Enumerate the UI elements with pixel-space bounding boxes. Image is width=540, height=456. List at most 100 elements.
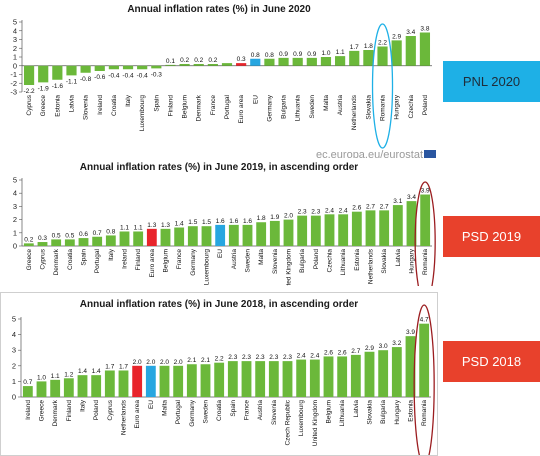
category-label-estonia: Estonia <box>354 249 361 271</box>
bar-portugal <box>221 63 233 66</box>
value-label-luxembourg: 1.5 <box>202 219 211 226</box>
bar-luxembourg <box>201 226 212 246</box>
value-label-ireland: 1.1 <box>120 224 129 231</box>
chart-panel-2020: Annual inflation rates (%) in June 2020 -… <box>0 0 438 156</box>
bar-spain <box>78 238 89 246</box>
bar-belgium <box>160 228 171 246</box>
category-label-portugal: Portugal <box>175 399 182 424</box>
value-label-eu: 1.6 <box>216 218 225 225</box>
category-label-romania: Romania <box>380 95 387 121</box>
bar-latvia <box>392 205 403 246</box>
category-label-poland: Poland <box>422 95 429 116</box>
bar-malta <box>159 365 170 397</box>
value-label-denmark: 0.2 <box>194 57 203 64</box>
bar-cyprus <box>104 370 115 397</box>
bar-croatia <box>64 239 75 246</box>
category-label-poland: Poland <box>313 249 320 270</box>
category-label-latvia: Latvia <box>68 95 75 113</box>
chart-2018: Annual inflation rates (%) in June 2018,… <box>12 299 435 455</box>
category-label-eu: EU <box>148 400 155 409</box>
category-label-france: France <box>244 400 251 421</box>
bar-sweden <box>200 364 211 397</box>
value-label-sweden: 1.6 <box>243 218 252 225</box>
category-label-croatia: Croatia <box>67 249 74 270</box>
bar-slovenia <box>268 361 279 397</box>
bar-greece <box>38 65 49 83</box>
category-label-luxembourg: Luxembourg <box>139 95 146 132</box>
bar-bulgaria <box>378 350 389 397</box>
category-label-united-kingdom: nited Kingdom <box>286 249 293 286</box>
category-label-germany: Germany <box>266 94 273 121</box>
category-label-cyprus: Cyprus <box>26 94 33 115</box>
y-tick-label: 0 <box>12 393 16 402</box>
category-label-netherlands: Netherlands <box>368 248 375 284</box>
value-label-slovakia: 2.9 <box>365 345 374 352</box>
category-label-greece: Greece <box>26 249 33 271</box>
category-label-malta: Malta <box>258 249 265 265</box>
bar-czechia <box>324 214 335 246</box>
value-label-austria: 2.3 <box>256 354 265 361</box>
bar-estonia <box>351 211 362 246</box>
bar-italy <box>77 375 88 397</box>
value-label-belgium: 1.3 <box>161 222 170 229</box>
value-label-slovakia: 1.8 <box>364 43 373 50</box>
value-label-poland: 2.3 <box>311 209 320 216</box>
bar-sweden <box>242 224 253 246</box>
bar-euro-area <box>146 228 157 246</box>
value-label-euro-area: 0.3 <box>237 56 246 63</box>
bar-czech-republic <box>282 361 293 397</box>
bar-denmark <box>51 239 62 246</box>
bar-luxembourg <box>137 65 148 70</box>
bar-ireland <box>119 231 130 246</box>
bar-poland <box>91 375 102 397</box>
bar-austria <box>255 361 266 397</box>
chart-2020: Annual inflation rates (%) in June 2020 -… <box>10 4 432 149</box>
value-label-italy: 0.8 <box>106 228 115 235</box>
category-label-sweden: Sweden <box>203 400 210 424</box>
category-label-czechia: Czechia <box>408 95 415 119</box>
bar-italy <box>122 65 134 70</box>
value-label-slovenia: 2.3 <box>269 354 278 361</box>
value-label-croatia: -0.4 <box>108 72 120 79</box>
bar-finland <box>133 231 144 246</box>
value-label-netherlands: 2.7 <box>366 203 375 210</box>
category-label-austria: Austria <box>337 95 344 116</box>
category-label-spain: Spain <box>81 249 88 266</box>
bar-denmark <box>50 379 61 397</box>
value-label-latvia: 2.7 <box>351 348 360 355</box>
value-label-france: 1.4 <box>175 221 184 228</box>
category-label-lithuania: Lithuania <box>340 249 347 276</box>
category-label-cyprus: Cyprus <box>40 248 47 269</box>
category-label-denmark: Denmark <box>52 399 59 426</box>
category-label-croatia: Croatia <box>216 400 223 421</box>
value-label-malta: 1.0 <box>321 50 330 57</box>
y-tick-label: 1 <box>13 228 17 237</box>
bar-slovakia <box>363 50 374 66</box>
category-label-denmark: Denmark <box>53 248 60 275</box>
category-label-slovakia: Slovakia <box>365 95 372 120</box>
value-label-eu: 2.0 <box>146 359 155 366</box>
y-tick-label: 2 <box>12 361 16 370</box>
value-label-malta: 2.0 <box>160 359 169 366</box>
y-tick-label: 3 <box>12 346 16 355</box>
category-label-euro-area: Euro area <box>238 95 245 124</box>
value-label-greece: -1.9 <box>38 85 50 92</box>
category-label-france: France <box>176 249 183 270</box>
value-label-slovakia: 2.7 <box>380 203 389 210</box>
y-tick-label: 4 <box>13 26 17 35</box>
bar-slovakia <box>364 351 375 397</box>
category-label-slovenia: Slovenia <box>83 95 90 120</box>
category-label-ireland: Ireland <box>25 400 32 420</box>
bar-portugal <box>92 236 103 246</box>
category-label-estonia: Estonia <box>408 400 415 422</box>
value-label-united-kingdom: 2.4 <box>310 353 319 360</box>
y-tick-label: 5 <box>13 176 17 185</box>
value-label-belgium: 0.2 <box>180 57 189 64</box>
value-label-estonia: -1.6 <box>52 83 64 90</box>
bar-czechia <box>405 36 416 66</box>
value-label-italy: 1.4 <box>78 368 87 375</box>
category-label-poland: Poland <box>93 400 100 421</box>
category-label-bulgaria: Bulgaria <box>281 95 288 119</box>
category-label-germany: Germany <box>190 248 197 275</box>
value-label-finland: 0.1 <box>166 58 175 65</box>
